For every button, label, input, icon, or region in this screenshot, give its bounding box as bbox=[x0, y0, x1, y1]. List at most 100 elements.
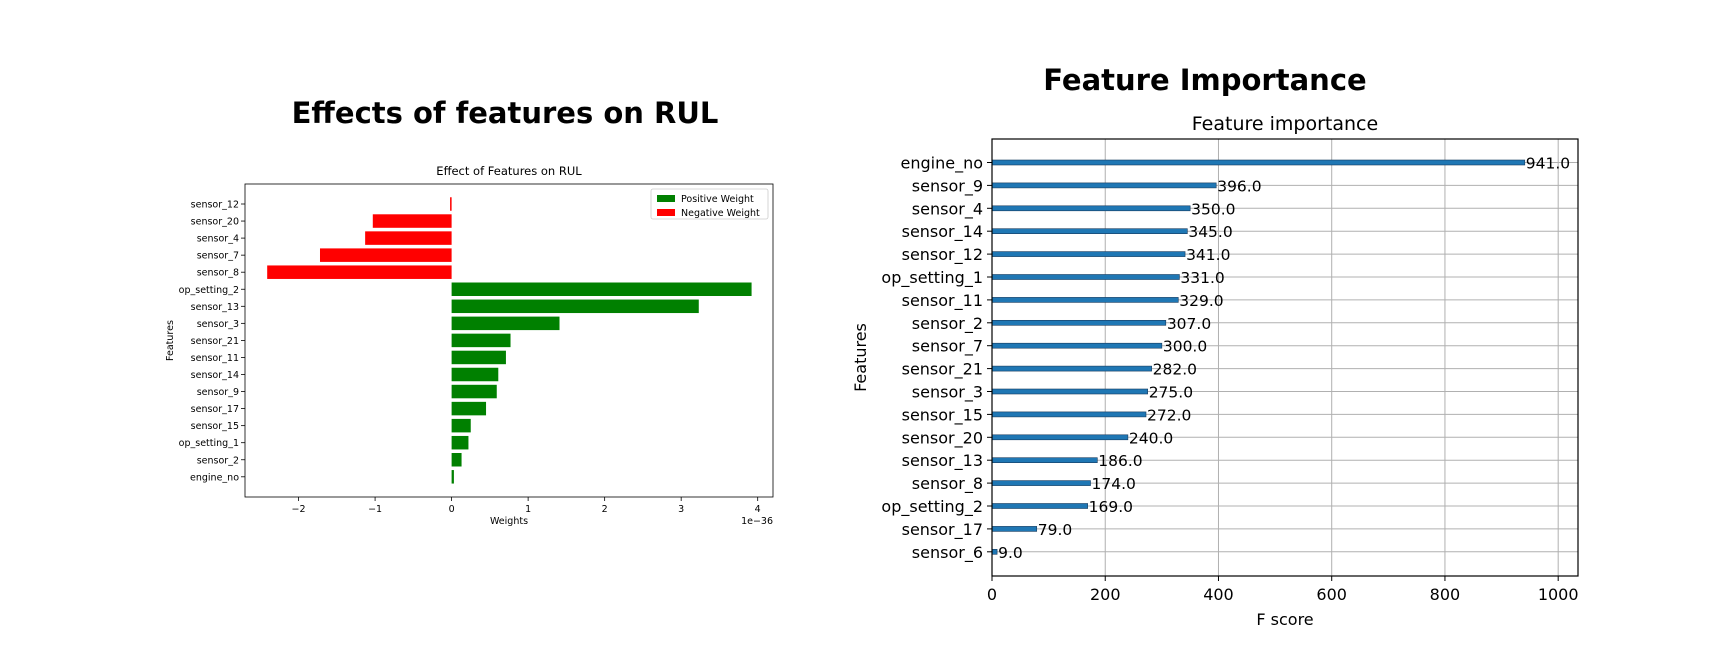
x-tick-label: 3 bbox=[678, 504, 684, 515]
x-tick-label: 4 bbox=[755, 504, 761, 515]
x-tick-label: 800 bbox=[1430, 585, 1461, 604]
y-tick-label: op_setting_2 bbox=[179, 285, 239, 296]
bar-engine_no bbox=[451, 470, 454, 484]
y-tick-label: engine_no bbox=[901, 154, 984, 174]
data-label: 240.0 bbox=[1129, 429, 1173, 447]
chart-title: Effect of Features on RUL bbox=[436, 164, 582, 178]
y-tick-label: sensor_14 bbox=[191, 370, 239, 381]
bar-sensor_17 bbox=[451, 401, 487, 416]
y-tick-label: sensor_20 bbox=[902, 428, 983, 448]
y-tick-label: sensor_15 bbox=[191, 421, 239, 432]
bar-sensor_7 bbox=[319, 248, 452, 262]
y-tick-label: sensor_17 bbox=[191, 404, 239, 415]
data-label: 329.0 bbox=[1179, 292, 1223, 310]
bar-sensor_13 bbox=[451, 299, 699, 314]
y-tick-label: sensor_9 bbox=[197, 387, 239, 398]
legend-label: Negative Weight bbox=[681, 208, 760, 219]
y-tick-label: sensor_4 bbox=[197, 234, 239, 245]
y-tick-label: op_setting_1 bbox=[881, 268, 983, 288]
x-scale-note: 1e−36 bbox=[741, 516, 773, 527]
bar-sensor_9 bbox=[991, 182, 1217, 189]
data-label: 307.0 bbox=[1167, 315, 1211, 333]
bar-op_setting_1 bbox=[451, 435, 469, 450]
y-tick-label: sensor_3 bbox=[197, 319, 239, 330]
y-tick-label: sensor_6 bbox=[912, 543, 983, 563]
y-tick-label: sensor_12 bbox=[191, 200, 239, 211]
y-tick-label: sensor_21 bbox=[191, 336, 239, 347]
bar-sensor_4 bbox=[365, 231, 452, 245]
y-tick-label: sensor_3 bbox=[912, 383, 983, 403]
data-label: 941.0 bbox=[1526, 155, 1570, 173]
x-tick-label: 200 bbox=[1090, 585, 1121, 604]
y-tick-label: op_setting_1 bbox=[179, 438, 239, 449]
data-label: 272.0 bbox=[1147, 406, 1191, 424]
chart-title: Feature importance bbox=[1192, 113, 1378, 135]
y-tick-label: sensor_2 bbox=[197, 455, 239, 466]
x-tick-label: 0 bbox=[987, 585, 997, 604]
bar-sensor_8 bbox=[267, 265, 452, 279]
y-tick-label: sensor_8 bbox=[912, 474, 983, 494]
y-tick-label: sensor_8 bbox=[197, 268, 239, 279]
x-tick-label: 2 bbox=[602, 504, 608, 515]
bar-sensor_14 bbox=[451, 367, 499, 382]
bar-sensor_4 bbox=[991, 205, 1191, 212]
bar-sensor_7 bbox=[991, 342, 1163, 349]
x-tick-label: 1 bbox=[525, 504, 531, 515]
bar-op_setting_2 bbox=[451, 282, 752, 296]
y-tick-label: sensor_11 bbox=[902, 291, 983, 311]
legend-swatch bbox=[657, 209, 675, 216]
plot-frame bbox=[991, 138, 1579, 577]
bar-sensor_12 bbox=[450, 197, 452, 211]
bar-sensor_20 bbox=[991, 434, 1129, 441]
bar-op_setting_2 bbox=[991, 503, 1088, 509]
y-tick-label: sensor_17 bbox=[902, 520, 983, 540]
y-tick-label: sensor_7 bbox=[197, 251, 239, 262]
bar-sensor_6 bbox=[991, 548, 998, 555]
plot-frame bbox=[244, 183, 774, 498]
data-label: 169.0 bbox=[1089, 498, 1133, 516]
bar-sensor_13 bbox=[991, 457, 1098, 464]
x-tick-label: 400 bbox=[1203, 585, 1234, 604]
bar-sensor_15 bbox=[451, 418, 471, 433]
bar-sensor_15 bbox=[991, 411, 1147, 418]
legend-swatch bbox=[657, 195, 675, 202]
right-panel-heading: Feature Importance bbox=[1043, 63, 1367, 97]
data-label: 350.0 bbox=[1191, 200, 1235, 218]
bar-op_setting_1 bbox=[991, 274, 1180, 280]
bar-sensor_11 bbox=[991, 297, 1179, 303]
y-axis-label: Features bbox=[851, 323, 870, 392]
legend-label: Positive Weight bbox=[681, 194, 754, 205]
legend-box bbox=[650, 188, 769, 220]
data-label: 174.0 bbox=[1092, 475, 1136, 493]
data-label: 79.0 bbox=[1038, 521, 1073, 539]
data-label: 345.0 bbox=[1188, 223, 1232, 241]
bar-sensor_2 bbox=[451, 453, 462, 467]
x-tick-label: −1 bbox=[368, 504, 382, 515]
y-tick-label: op_setting_2 bbox=[881, 497, 983, 517]
x-axis-label: F score bbox=[1256, 610, 1313, 629]
bar-sensor_14 bbox=[991, 228, 1188, 234]
bar-sensor_17 bbox=[991, 526, 1038, 532]
data-label: 396.0 bbox=[1217, 177, 1261, 195]
y-tick-label: sensor_12 bbox=[902, 245, 983, 265]
bar-sensor_8 bbox=[991, 480, 1091, 486]
y-axis-label: Features bbox=[165, 320, 176, 361]
bar-sensor_11 bbox=[451, 350, 506, 365]
y-tick-label: sensor_4 bbox=[912, 199, 983, 219]
bar-sensor_3 bbox=[991, 388, 1149, 395]
bar-sensor_21 bbox=[991, 365, 1152, 372]
y-tick-label: sensor_2 bbox=[912, 314, 983, 334]
y-tick-label: sensor_15 bbox=[902, 405, 983, 425]
bar-engine_no bbox=[991, 159, 1526, 166]
y-tick-label: sensor_13 bbox=[902, 451, 983, 471]
y-tick-label: sensor_13 bbox=[191, 302, 239, 313]
data-label: 341.0 bbox=[1186, 246, 1230, 264]
bar-sensor_3 bbox=[451, 316, 560, 331]
data-label: 275.0 bbox=[1149, 384, 1193, 402]
bar-sensor_12 bbox=[991, 251, 1186, 257]
y-tick-label: sensor_7 bbox=[912, 337, 983, 357]
data-label: 186.0 bbox=[1098, 452, 1142, 470]
x-tick-label: −2 bbox=[292, 504, 306, 515]
bar-sensor_2 bbox=[991, 319, 1167, 326]
y-tick-label: sensor_14 bbox=[902, 222, 983, 242]
